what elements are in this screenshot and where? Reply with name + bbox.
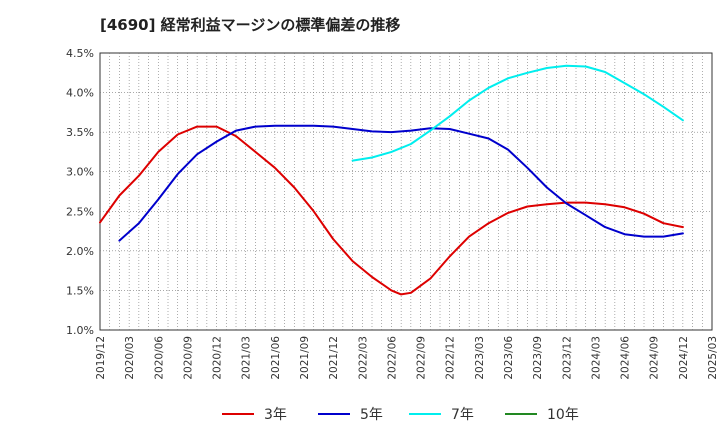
- y-tick-label: 2.0%: [66, 245, 94, 258]
- y-tick-label: 4.5%: [66, 47, 94, 60]
- x-tick-label: 2023/03: [474, 336, 486, 380]
- x-tick-label: 2023/06: [503, 336, 515, 380]
- x-tick-label: 2025/03: [707, 336, 719, 380]
- x-tick-label: 2022/03: [357, 336, 369, 380]
- x-tick-label: 2020/12: [212, 336, 224, 380]
- series-line: [351, 64, 684, 162]
- x-tick-label: 2024/09: [649, 336, 661, 380]
- x-tick-label: 2024/12: [678, 336, 690, 380]
- x-tick-label: 2019/12: [95, 336, 107, 380]
- x-tick-label: 2024/06: [620, 336, 632, 380]
- series-line: [118, 124, 684, 242]
- legend-label: 5年: [360, 407, 383, 423]
- y-tick-label: 3.5%: [66, 126, 94, 139]
- x-tick-label: 2021/12: [328, 336, 340, 380]
- y-tick-label: 1.0%: [66, 324, 94, 337]
- x-tick-label: 2020/06: [153, 336, 165, 380]
- x-tick-label: 2020/09: [182, 336, 194, 380]
- x-tick-label: 2022/06: [386, 336, 398, 380]
- x-tick-label: 2023/09: [532, 336, 544, 380]
- legend-label: 3年: [264, 407, 287, 423]
- legend-label: 7年: [451, 407, 474, 423]
- series-line: [99, 125, 684, 296]
- x-tick-label: 2023/12: [561, 336, 573, 380]
- x-tick-label: 2021/06: [270, 336, 282, 380]
- legend-label: 10年: [547, 407, 579, 423]
- x-tick-label: 2020/03: [124, 336, 136, 380]
- x-tick-label: 2024/03: [590, 336, 602, 380]
- x-tick-label: 2021/09: [299, 336, 311, 380]
- y-tick-label: 3.0%: [66, 166, 94, 179]
- plot-area: [99, 52, 713, 331]
- y-tick-label: 1.5%: [66, 284, 94, 297]
- chart-title: [4690] 経常利益マージンの標準偏差の推移: [100, 16, 401, 34]
- x-tick-label: 2021/03: [241, 336, 253, 380]
- x-tick-label: 2022/09: [416, 336, 428, 380]
- y-tick-label: 2.5%: [66, 205, 94, 218]
- x-tick-label: 2022/12: [445, 336, 457, 380]
- y-tick-label: 4.0%: [66, 87, 94, 100]
